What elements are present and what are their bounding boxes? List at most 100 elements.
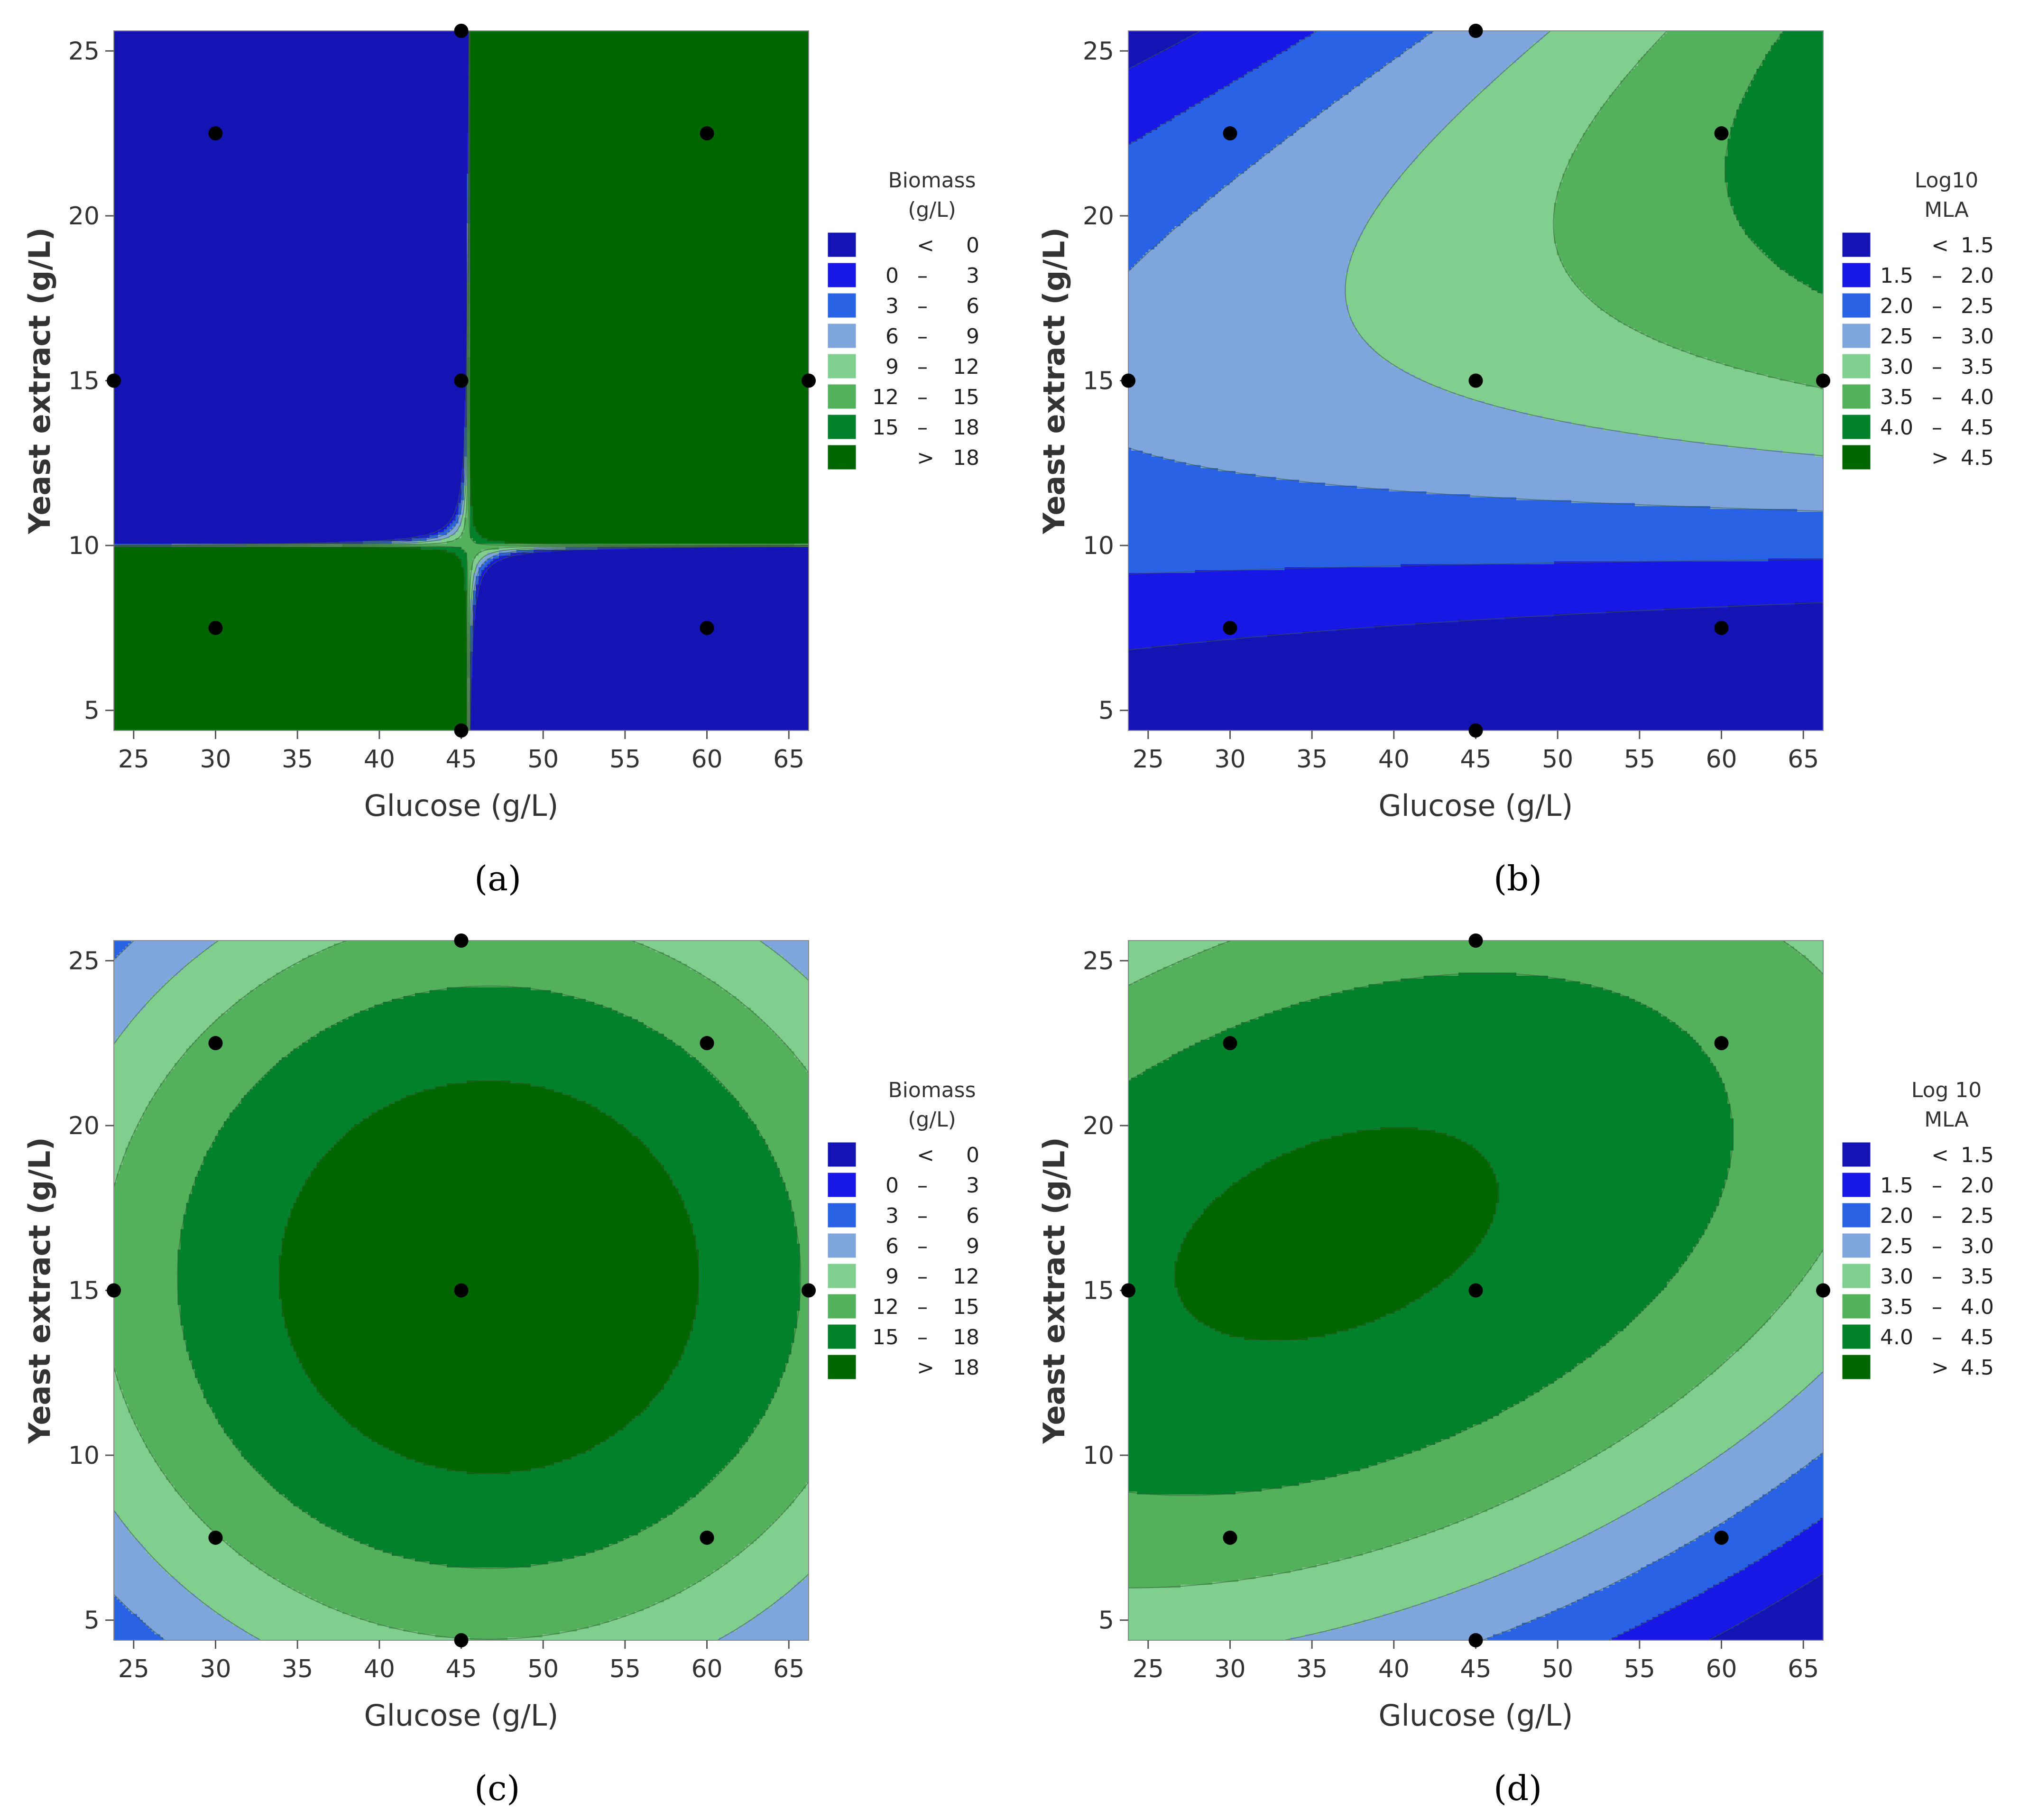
legend-label: 3.5 (1880, 1295, 1913, 1319)
contour-line-b (1128, 30, 1824, 512)
legend-swatch (827, 1233, 857, 1258)
x-tick-label: 50 (527, 745, 559, 774)
y-tick-label: 5 (84, 697, 100, 725)
contour-line-d (1708, 1573, 1824, 1641)
legend-label: 6 (885, 1234, 899, 1258)
y-axis-label: Yeast extract (g/L) (22, 1137, 57, 1444)
legend-label: 1.5 (1880, 1173, 1913, 1198)
legend-label: 2.0 (1961, 264, 1994, 288)
x-tick-label: 35 (1296, 1655, 1328, 1683)
design-point (1714, 1036, 1729, 1051)
design-point (208, 1036, 223, 1051)
legend-label: 4.0 (1880, 1325, 1913, 1349)
x-tick-label: 45 (445, 745, 477, 774)
y-tick-label: 15 (68, 1277, 100, 1305)
legend-swatch (1842, 1354, 1871, 1380)
contour-line-b (1128, 30, 1824, 575)
legend-title: (g/L) (908, 1108, 956, 1132)
x-tick-label: 45 (1460, 745, 1491, 774)
y-tick-label: 15 (1083, 1277, 1114, 1305)
legend-swatch (827, 323, 857, 349)
legend-label: – (917, 1204, 928, 1228)
x-tick-label: 30 (1214, 1655, 1245, 1683)
design-point (1223, 126, 1237, 141)
x-tick-label: 55 (1624, 1655, 1655, 1683)
legend-swatch (1842, 1172, 1871, 1198)
legend-label: 15 (953, 385, 979, 409)
panel-a: 25 30 35 40 45 50 55 60 65 5 10 15 20 25 Glucose (g/L)… (0, 0, 1014, 910)
design-point (1223, 620, 1237, 635)
y-tick-label: 20 (68, 202, 100, 231)
legend-label: – (1932, 355, 1942, 379)
legend-swatch (1842, 1324, 1871, 1349)
x-tick-label: 40 (364, 1655, 395, 1683)
design-point (1468, 24, 1483, 38)
y-tick-label: 10 (68, 532, 100, 560)
legend-label: 1.5 (1880, 264, 1913, 288)
contour-line-d (1128, 972, 1734, 1496)
design-point (1816, 373, 1830, 388)
legend-title: MLA (1924, 1108, 1969, 1132)
legend-label: 3 (885, 1204, 899, 1228)
contour-line-c (177, 985, 802, 1569)
contour-line-b (1345, 30, 1824, 456)
legend-swatch (827, 1263, 857, 1289)
legend-label: 2.5 (1961, 1204, 1994, 1228)
legend-label: 4.5 (1961, 416, 1994, 440)
legend-label: 0 (966, 1143, 979, 1167)
x-tick-label: 35 (282, 1655, 313, 1683)
legend-label: 1.5 (1961, 1143, 1994, 1167)
legend-title: (g/L) (908, 198, 956, 222)
legend-swatch (827, 384, 857, 409)
legend-label: 2.0 (1880, 1204, 1913, 1228)
legend-label: 3.0 (1961, 1234, 1994, 1258)
design-point (107, 373, 121, 388)
y-axis-label: Yeast extract (g/L) (1037, 227, 1071, 535)
caption-a: (a) (474, 859, 522, 898)
legend-label: – (1932, 1234, 1942, 1258)
legend-label: 18 (953, 446, 979, 470)
x-tick-label: 25 (118, 745, 149, 774)
y-tick-label: 5 (84, 1607, 100, 1635)
legend-label: 15 (953, 1295, 979, 1319)
legend-label: 4.0 (1961, 385, 1994, 409)
legend-label: 3.5 (1961, 355, 1994, 379)
legend-title: Biomass (888, 1078, 976, 1102)
legend-label: 3.0 (1880, 1265, 1913, 1289)
design-point (1121, 1283, 1135, 1298)
legend-label: – (1932, 1295, 1942, 1319)
legend-swatch (1842, 262, 1871, 288)
legend-swatch (1842, 444, 1871, 470)
contour-line-d (1284, 1371, 1824, 1641)
legend-label: 0 (966, 233, 979, 258)
panel-b: 25 30 35 40 45 50 55 60 65 5 10 15 20 25 Glucose (g/L)… (1014, 0, 2029, 910)
contour-line-d (1174, 1127, 1499, 1341)
legend-swatch (827, 1324, 857, 1349)
legend-label: 15 (872, 1325, 899, 1349)
legend-label: 9 (966, 1234, 979, 1258)
x-tick-label: 40 (364, 745, 395, 774)
legend-label: – (1932, 1325, 1942, 1349)
legend-swatch (827, 444, 857, 470)
legend-label: > (1931, 1356, 1949, 1380)
y-tick-label: 25 (68, 947, 100, 975)
legend-title: MLA (1924, 198, 1969, 222)
legend-label: 3.0 (1880, 355, 1913, 379)
legend-label: > (917, 1356, 934, 1380)
design-point (1223, 1530, 1237, 1545)
legend-label: 3.0 (1961, 324, 1994, 349)
caption-c: (c) (474, 1768, 520, 1808)
contour-plot-b: 25 30 35 40 45 50 55 60 65 5 10 15 20 25 Glucose (g/L)… (1037, 24, 1994, 823)
design-point (1223, 1036, 1237, 1051)
y-tick-label: 25 (1083, 37, 1114, 65)
legend-title: Log10 (1915, 168, 1979, 193)
design-point (454, 1283, 469, 1298)
legend-label: – (1932, 324, 1942, 349)
legend-swatch (1842, 1142, 1871, 1167)
legend-swatch (827, 232, 857, 258)
design-point (1468, 1283, 1483, 1298)
design-point (1468, 933, 1483, 948)
design-point (700, 620, 714, 635)
legend-swatch (1842, 232, 1871, 258)
